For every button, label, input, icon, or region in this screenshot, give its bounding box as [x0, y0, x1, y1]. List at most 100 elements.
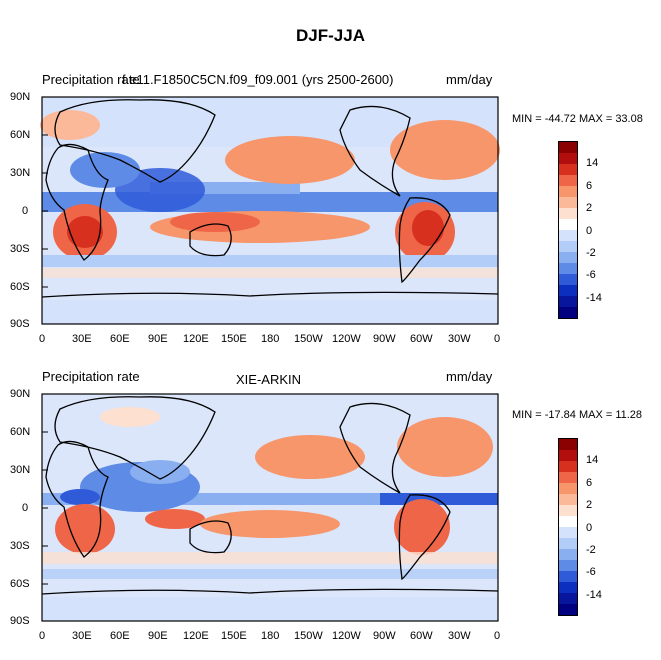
colorbar-segment — [559, 274, 577, 285]
colorbar-segment — [559, 516, 577, 527]
figure-title: DJF-JJA — [296, 26, 365, 45]
lon-label: 90E — [148, 333, 168, 345]
colorbar-segment — [559, 263, 577, 274]
colorbar-label: 2 — [586, 202, 593, 214]
map-panel-2: Precipitation rate XIE-ARKIN mm/day MIN … — [0, 297, 661, 642]
lon-label: 120E — [183, 630, 209, 642]
panel-center-title: XIE-ARKIN — [236, 372, 302, 387]
lon-label: 60E — [110, 630, 130, 642]
colorbar-label: 0 — [586, 225, 593, 237]
colorbar-label: 6 — [586, 180, 593, 192]
colorbar-segment — [559, 461, 577, 472]
lon-label: 30E — [72, 333, 92, 345]
colorbar-segment — [559, 560, 577, 571]
colorbar-segment — [559, 571, 577, 582]
colorbar-label: -14 — [586, 292, 602, 304]
lon-label: 90W — [373, 630, 396, 642]
lon-label: 30W — [448, 333, 471, 345]
lon-label: 150E — [221, 630, 247, 642]
lon-label: 0 — [39, 630, 46, 642]
colorbar-segment — [559, 164, 577, 175]
lat-label: 0 — [22, 205, 29, 217]
lat-label: 30N — [10, 167, 31, 179]
lon-label: 120W — [332, 333, 361, 345]
colorbar-segment — [559, 582, 577, 593]
panel-units: mm/day — [446, 369, 493, 384]
colorbar-label: 6 — [586, 477, 593, 489]
colorbar-segment — [559, 439, 577, 450]
lat-label: 90S — [10, 615, 30, 627]
colorbar-label: 14 — [586, 454, 599, 466]
lat-label: 30N — [10, 464, 31, 476]
colorbar-segment — [559, 593, 577, 604]
lon-label: 120E — [183, 333, 209, 345]
lat-label: 90S — [10, 318, 30, 330]
panel-left-title: Precipitation rate — [42, 369, 140, 384]
lon-label: 90E — [148, 630, 168, 642]
colorbar — [558, 141, 578, 319]
lat-label: 90N — [10, 388, 31, 400]
lon-label: 120W — [332, 630, 361, 642]
lon-label: 180 — [261, 630, 280, 642]
colorbar-segment — [559, 230, 577, 241]
lon-label: 60W — [410, 630, 433, 642]
lon-label: 30W — [448, 630, 471, 642]
lon-label: 30E — [72, 630, 92, 642]
lon-label: 0 — [39, 333, 46, 345]
lon-label: 60E — [110, 333, 130, 345]
colorbar-segment — [559, 505, 577, 516]
lon-label: 150E — [221, 333, 247, 345]
lat-label: 90N — [10, 91, 31, 103]
colorbar-label: -2 — [586, 247, 596, 259]
colorbar-segment — [559, 527, 577, 538]
lat-label: 60N — [10, 129, 31, 141]
colorbar-segment — [559, 285, 577, 296]
colorbar-segment — [559, 142, 577, 153]
colorbar-segment — [559, 241, 577, 252]
lon-label: 90W — [373, 333, 396, 345]
colorbar-segment — [559, 153, 577, 164]
lat-label: 30S — [10, 540, 30, 552]
precip-field — [40, 97, 500, 324]
colorbar-segment — [559, 208, 577, 219]
colorbar-segment — [559, 307, 577, 318]
map-1-svg — [40, 96, 500, 325]
lat-label: 60S — [10, 281, 30, 293]
lat-ticks — [42, 393, 48, 622]
colorbar-label: -6 — [586, 566, 596, 578]
colorbar-segment — [559, 549, 577, 560]
colorbar-segment — [559, 175, 577, 186]
panel-left-title: Precipitation rate — [42, 72, 140, 87]
lat-label: 0 — [22, 502, 29, 514]
colorbar-segment — [559, 219, 577, 230]
panel-center-title: f.e11.F1850C5CN.f09_f09.001 (yrs 2500-26… — [122, 72, 394, 87]
lon-label: 150W — [294, 333, 323, 345]
coastlines — [41, 396, 499, 595]
lon-label: 0 — [494, 333, 501, 345]
minmax-label: MIN = -17.84 MAX = 11.28 — [512, 409, 643, 421]
colorbar-segment — [559, 252, 577, 263]
lon-label: 0 — [494, 630, 501, 642]
lon-label: 150W — [294, 630, 323, 642]
panel-units: mm/day — [446, 72, 493, 87]
colorbar-label: -2 — [586, 544, 596, 556]
colorbar-label: -6 — [586, 269, 596, 281]
colorbar-segment — [559, 197, 577, 208]
colorbar-segment — [559, 483, 577, 494]
colorbar-segment — [559, 296, 577, 307]
colorbar-segment — [559, 604, 577, 615]
lon-label: 180 — [261, 333, 280, 345]
colorbar-label: 0 — [586, 522, 593, 534]
coastlines — [41, 99, 499, 298]
minmax-label: MIN = -44.72 MAX = 33.08 — [512, 113, 643, 125]
colorbar — [558, 438, 578, 616]
lat-label: 60N — [10, 426, 31, 438]
colorbar-segment — [559, 186, 577, 197]
lat-label: 60S — [10, 578, 30, 590]
map-2-svg — [41, 393, 499, 622]
lat-label: 30S — [10, 243, 30, 255]
colorbar-segment — [559, 538, 577, 549]
colorbar-label: -14 — [586, 589, 602, 601]
colorbar-segment — [559, 494, 577, 505]
colorbar-segment — [559, 450, 577, 461]
